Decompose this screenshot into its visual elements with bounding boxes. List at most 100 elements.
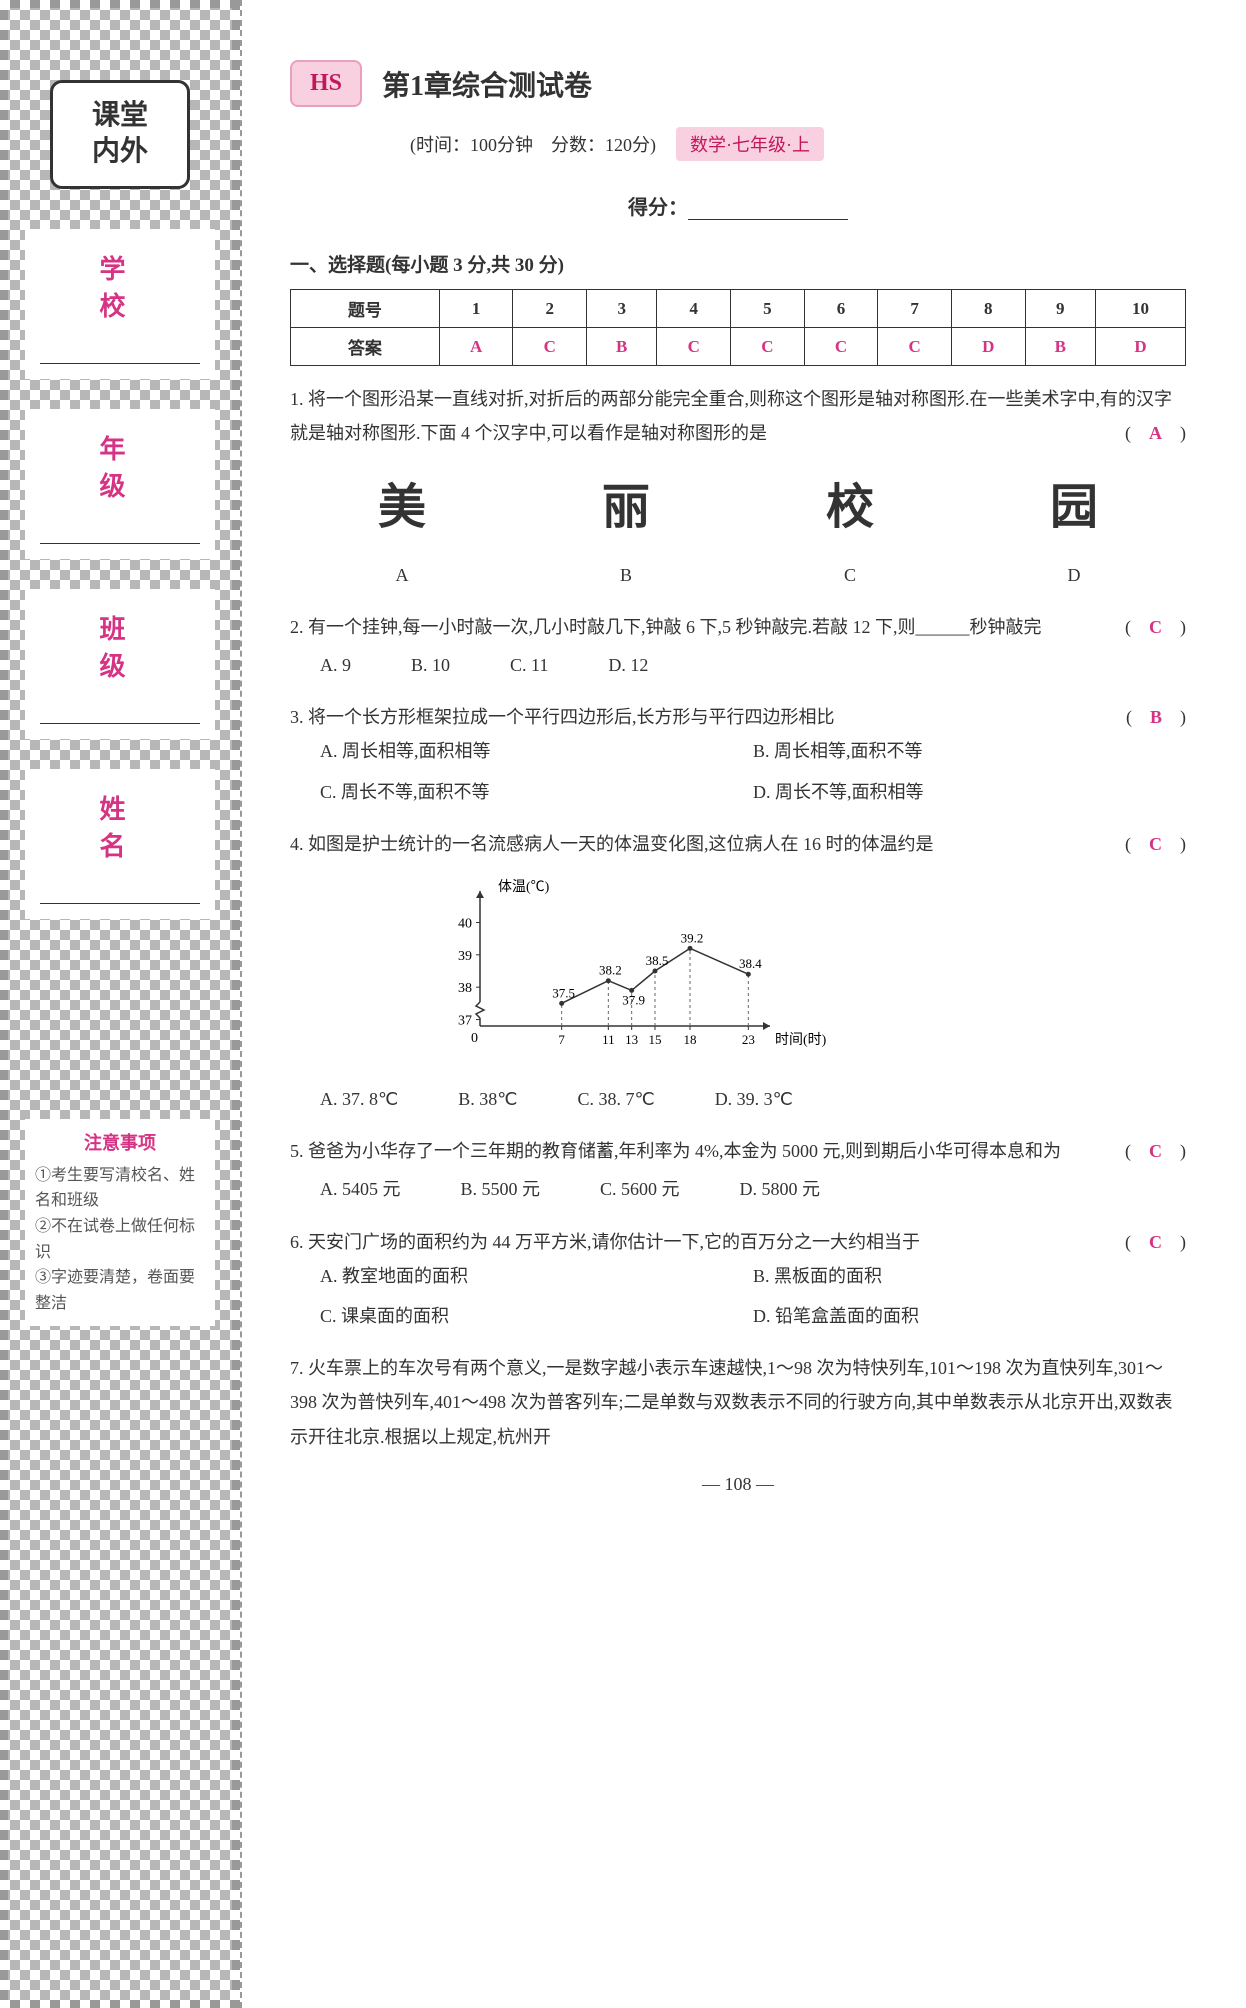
content-area: HS 第1章综合测试卷 (时间：100分钟 分数：120分) 数学·七年级·上 … xyxy=(240,0,1246,2008)
field-label: 学 校 xyxy=(35,249,205,323)
q-num: 7. xyxy=(290,1358,304,1378)
answer-cell: C xyxy=(804,328,878,366)
answer-paren: ( C ) xyxy=(1125,1225,1186,1259)
field-label: 姓 名 xyxy=(35,789,205,863)
notice-box: 注意事项 ①考生要写清校名、姓名和班级 ②不在试卷上做任何标识 ③字迹要清楚，卷… xyxy=(25,1119,215,1327)
q-answer: C xyxy=(1149,834,1162,854)
logo-box: 课堂 内外 xyxy=(50,80,190,189)
col-num: 5 xyxy=(731,290,805,328)
question-4: 4. 如图是护士统计的一名流感病人一天的体温变化图,这位病人在 16 时的体温约… xyxy=(290,827,1186,1117)
svg-text:38: 38 xyxy=(458,981,472,996)
col-num: 10 xyxy=(1095,290,1185,328)
notice-item: ①考生要写清校名、姓名和班级 xyxy=(35,1163,205,1214)
choice: A. 教室地面的面积 xyxy=(320,1259,753,1293)
field-line[interactable] xyxy=(40,543,200,544)
svg-text:23: 23 xyxy=(742,1032,755,1047)
svg-text:11: 11 xyxy=(602,1032,615,1047)
svg-text:38.4: 38.4 xyxy=(739,956,762,971)
choice: B. 黑板面的面积 xyxy=(753,1259,1186,1293)
field-line[interactable] xyxy=(40,903,200,904)
svg-text:0: 0 xyxy=(471,1031,478,1046)
answer-cell: C xyxy=(878,328,952,366)
svg-text:39.2: 39.2 xyxy=(681,930,704,945)
answer-paren: ( A ) xyxy=(1125,416,1186,450)
q-text: 有一个挂钟,每一小时敲一次,几小时敲几下,钟敲 6 下,5 秒钟敲完.若敲 12… xyxy=(308,617,1042,637)
row-label: 答案 xyxy=(291,328,440,366)
q-text: 将一个长方形框架拉成一个平行四边形后,长方形与平行四边形相比 xyxy=(308,707,835,727)
answer-paren: ( B ) xyxy=(1126,700,1186,734)
q-answer: B xyxy=(1150,707,1162,727)
col-num: 9 xyxy=(1025,290,1095,328)
temperature-chart: 37383940071113151823体温(℃)时间(时)37.538.237… xyxy=(430,871,1186,1072)
col-num: 3 xyxy=(587,290,657,328)
char: 园 xyxy=(1050,462,1098,553)
svg-text:体温(℃): 体温(℃) xyxy=(498,879,550,895)
answer-cell: D xyxy=(951,328,1025,366)
answer-paren: ( C ) xyxy=(1125,1134,1186,1168)
choice: A. 37. 8℃ xyxy=(320,1082,398,1116)
char-label: A xyxy=(378,558,426,592)
subheader: (时间：100分钟 分数：120分) 数学·七年级·上 xyxy=(410,127,1186,161)
choice: D. 39. 3℃ xyxy=(715,1082,793,1116)
char-c: 校C xyxy=(826,462,874,591)
answer-cell: B xyxy=(587,328,657,366)
choice: B. 38℃ xyxy=(458,1082,517,1116)
q-answer: C xyxy=(1149,617,1162,637)
fold-line xyxy=(240,0,242,2008)
field-grade: 年 级 xyxy=(25,409,215,559)
notice-title: 注意事项 xyxy=(35,1129,205,1155)
time-score: (时间：100分钟 分数：120分) xyxy=(410,131,656,157)
col-num: 4 xyxy=(657,290,731,328)
field-label: 班 级 xyxy=(35,609,205,683)
section1-title: 一、选择题(每小题 3 分,共 30 分) xyxy=(290,250,1186,277)
question-3: 3. 将一个长方形框架拉成一个平行四边形后,长方形与平行四边形相比 ( B ) … xyxy=(290,700,1186,809)
col-num: 7 xyxy=(878,290,952,328)
hs-badge: HS xyxy=(290,60,362,107)
char-b: 丽B xyxy=(602,462,650,591)
choice: B. 5500 元 xyxy=(461,1172,541,1206)
q-answer: C xyxy=(1149,1141,1162,1161)
chart-svg: 37383940071113151823体温(℃)时间(时)37.538.237… xyxy=(430,871,830,1061)
field-label: 年 级 xyxy=(35,429,205,503)
q-num: 3. xyxy=(290,707,304,727)
score-line: 得分： xyxy=(290,191,1186,220)
field-line[interactable] xyxy=(40,363,200,364)
choice: C. 11 xyxy=(510,648,548,682)
answer-cell: D xyxy=(1095,328,1185,366)
svg-text:18: 18 xyxy=(684,1032,697,1047)
svg-text:38.5: 38.5 xyxy=(646,953,669,968)
page-title: 第1章综合测试卷 xyxy=(382,64,592,104)
col-num: 6 xyxy=(804,290,878,328)
page-number: — 108 — xyxy=(290,1474,1186,1495)
answer-table: 题号 1 2 3 4 5 6 7 8 9 10 答案 A C B C C C C xyxy=(290,289,1186,366)
choice: C. 课桌面的面积 xyxy=(320,1299,753,1333)
char-label: D xyxy=(1050,558,1098,592)
svg-text:时间(时): 时间(时) xyxy=(775,1032,827,1048)
table-row: 题号 1 2 3 4 5 6 7 8 9 10 xyxy=(291,290,1186,328)
q-answer: A xyxy=(1149,423,1162,443)
choices: A. 9 B. 10 C. 11 D. 12 xyxy=(290,648,1186,682)
question-5: 5. 爸爸为小华存了一个三年期的教育储蓄,年利率为 4%,本金为 5000 元,… xyxy=(290,1134,1186,1206)
score-label: 得分： xyxy=(628,197,688,219)
svg-text:40: 40 xyxy=(458,916,472,931)
big-chars: 美A 丽B 校C 园D xyxy=(290,462,1186,591)
svg-text:37.5: 37.5 xyxy=(552,985,575,1000)
choice: C. 38. 7℃ xyxy=(577,1082,654,1116)
score-blank[interactable] xyxy=(688,219,848,220)
choice: C. 周长不等,面积不等 xyxy=(320,775,753,809)
answer-cell: C xyxy=(657,328,731,366)
char-label: B xyxy=(602,558,650,592)
choice: D. 铅笔盒盖面的面积 xyxy=(753,1299,1186,1333)
char-a: 美A xyxy=(378,462,426,591)
answer-paren: ( C ) xyxy=(1125,610,1186,644)
q-num: 4. xyxy=(290,834,304,854)
table-row: 答案 A C B C C C C D B D xyxy=(291,328,1186,366)
char-d: 园D xyxy=(1050,462,1098,591)
svg-text:38.2: 38.2 xyxy=(599,963,622,978)
subject-tag: 数学·七年级·上 xyxy=(676,127,824,161)
char-label: C xyxy=(826,558,874,592)
field-line[interactable] xyxy=(40,723,200,724)
field-class: 班 级 xyxy=(25,589,215,739)
choice: A. 5405 元 xyxy=(320,1172,401,1206)
q-text: 如图是护士统计的一名流感病人一天的体温变化图,这位病人在 16 时的体温约是 xyxy=(308,834,934,854)
